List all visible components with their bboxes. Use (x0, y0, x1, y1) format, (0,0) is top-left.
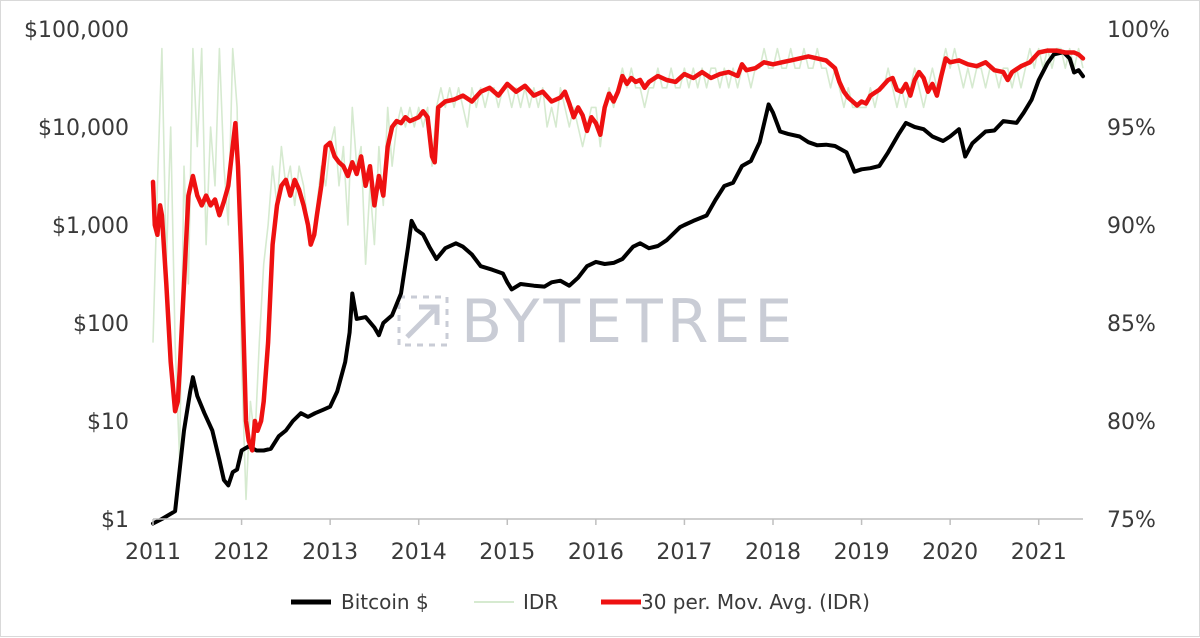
x-tick-label: 2011 (125, 540, 181, 565)
x-tick-label: 2018 (745, 540, 801, 565)
series-bitcoin (151, 50, 1085, 526)
series-line-bitcoin (151, 50, 1085, 526)
y-right-tick-label: 100% (1107, 18, 1170, 43)
y-left-tick-label: $100,000 (24, 18, 129, 43)
legend-label-idr: IDR (523, 590, 558, 614)
x-tick-label: 2021 (1011, 540, 1067, 565)
x-tick-label: 2012 (214, 540, 270, 565)
y-right-tick-label: 95% (1107, 116, 1156, 141)
y-left-axis-ticks: $1 $10 $100 $1,000 $10,000 $100,000 (24, 18, 129, 533)
watermark-text: BYTETREE (461, 287, 796, 357)
x-tick-label: 2017 (656, 540, 712, 565)
y-left-tick-label: $100 (73, 312, 129, 337)
legend-label-bitcoin: Bitcoin $ (341, 590, 429, 614)
legend-item-idr-ma: 30 per. Mov. Avg. (IDR) (601, 590, 870, 614)
x-tick-label: 2019 (834, 540, 890, 565)
series-line-idr-moving-average (150, 48, 1086, 453)
series-idr (152, 47, 1084, 501)
y-left-tick-label: $10 (87, 410, 129, 435)
x-tick-label: 2020 (922, 540, 978, 565)
y-right-tick-label: 85% (1107, 312, 1156, 337)
x-tick-label: 2016 (568, 540, 624, 565)
y-left-tick-label: $10,000 (38, 116, 129, 141)
y-right-tick-label: 90% (1107, 214, 1156, 239)
legend-item-idr: IDR (474, 590, 558, 614)
x-tick-label: 2013 (302, 540, 358, 565)
series-idr-moving-average (150, 48, 1086, 453)
y-right-axis-ticks: 75% 80% 85% 90% 95% 100% (1107, 18, 1170, 533)
y-left-tick-label: $1 (101, 508, 129, 533)
y-left-tick-label: $1,000 (52, 214, 129, 239)
watermark: BYTETREE (397, 287, 796, 357)
series-line-idr (152, 47, 1084, 501)
x-axis-ticks: 2011 2012 2013 2014 2015 2016 2017 2018 2019 2020… (125, 519, 1067, 565)
x-tick-label: 2015 (479, 540, 535, 565)
y-right-tick-label: 80% (1107, 410, 1156, 435)
watermark-arrow-icon (397, 295, 449, 347)
legend-label-idr-ma: 30 per. Mov. Avg. (IDR) (641, 590, 870, 614)
legend-item-bitcoin: Bitcoin $ (291, 590, 429, 614)
legend: Bitcoin $ IDR 30 per. Mov. Avg. (IDR) (291, 590, 870, 614)
x-tick-label: 2014 (391, 540, 447, 565)
y-right-tick-label: 75% (1107, 508, 1156, 533)
